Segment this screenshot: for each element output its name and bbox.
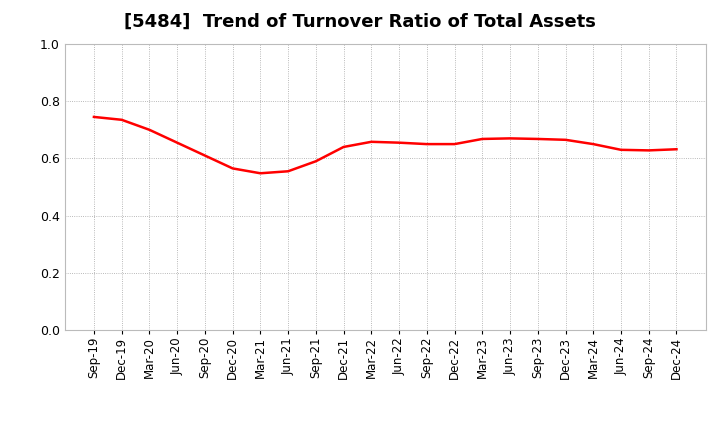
Text: [5484]  Trend of Turnover Ratio of Total Assets: [5484] Trend of Turnover Ratio of Total … bbox=[124, 13, 596, 31]
